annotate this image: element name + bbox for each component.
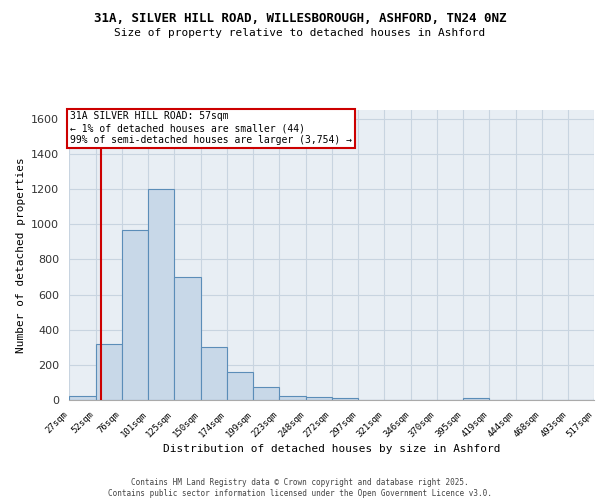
Bar [69,396,96,400]
Y-axis label: Number of detached properties: Number of detached properties [16,157,26,353]
Bar [96,344,122,400]
Bar [174,277,201,400]
Bar [148,189,174,400]
Bar [279,396,306,400]
Bar [594,398,600,400]
Bar [306,398,332,400]
Bar [122,230,148,400]
Bar [332,398,358,400]
Bar [463,398,489,400]
Bar [201,348,227,400]
Bar [227,372,253,400]
X-axis label: Distribution of detached houses by size in Ashford: Distribution of detached houses by size … [163,444,500,454]
Text: Contains HM Land Registry data © Crown copyright and database right 2025.
Contai: Contains HM Land Registry data © Crown c… [108,478,492,498]
Text: 31A, SILVER HILL ROAD, WILLESBOROUGH, ASHFORD, TN24 0NZ: 31A, SILVER HILL ROAD, WILLESBOROUGH, AS… [94,12,506,26]
Bar [253,387,279,400]
Text: Size of property relative to detached houses in Ashford: Size of property relative to detached ho… [115,28,485,38]
Text: 31A SILVER HILL ROAD: 57sqm
← 1% of detached houses are smaller (44)
99% of semi: 31A SILVER HILL ROAD: 57sqm ← 1% of deta… [70,112,352,144]
